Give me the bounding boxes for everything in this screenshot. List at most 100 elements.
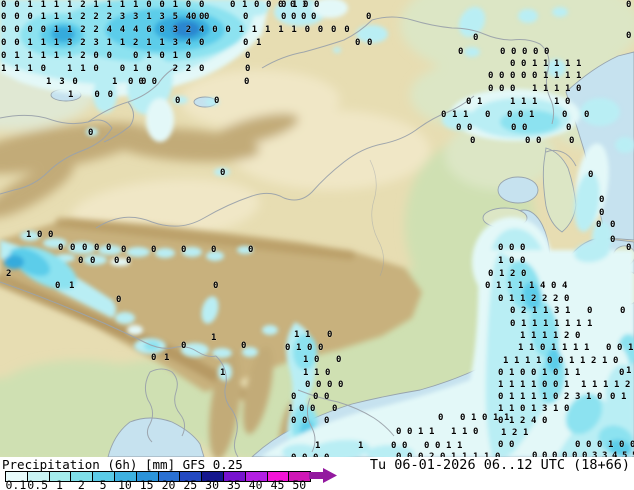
- precip-value: 1: [473, 452, 479, 458]
- precip-value: 0: [243, 38, 249, 48]
- precip-value: 1: [509, 368, 515, 378]
- colorbar-label: 20: [161, 478, 176, 490]
- precip-value: 0: [396, 427, 402, 437]
- precip-value: 1: [40, 38, 47, 48]
- precip-value: 0: [133, 51, 139, 61]
- precip-value: 1: [518, 281, 524, 291]
- precip-value: 1: [315, 441, 321, 451]
- precip-value: 1: [462, 427, 468, 437]
- precip-value: 3: [93, 38, 99, 48]
- precip-value: 1: [503, 356, 509, 366]
- colorbar-label: 45: [270, 478, 285, 490]
- precip-value: 0: [48, 230, 54, 240]
- legend-titlebar: Precipitation (6h) [mm] GFS 0.25 Tu 06-0…: [0, 457, 634, 473]
- precip-value: 4: [612, 451, 618, 458]
- precip-value: 0: [199, 12, 205, 22]
- precip-value: 0: [495, 452, 501, 458]
- precip-value: 1: [1, 64, 7, 74]
- precip-value: 1: [543, 319, 549, 329]
- precip-value: 1: [211, 333, 217, 343]
- precip-value: 0: [536, 136, 542, 146]
- precip-value: 1: [238, 25, 245, 35]
- precip-value: 1: [172, 0, 179, 10]
- precip-value: 1: [529, 281, 535, 291]
- precip-value: 2: [80, 51, 86, 61]
- precip-value: 0: [93, 51, 99, 61]
- precip-value: 1: [564, 380, 570, 390]
- precip-value: 1: [67, 0, 73, 10]
- precip-value: 0: [518, 110, 524, 120]
- bay-of-bengal: [107, 417, 205, 457]
- precip-value: 1: [53, 25, 60, 35]
- precip-value: 0: [418, 452, 424, 458]
- precip-value: 0: [564, 294, 570, 304]
- precip-value: 1: [576, 71, 582, 81]
- precip-value: 8: [159, 25, 165, 35]
- precip-value: 0: [499, 84, 505, 94]
- precip-value: 0: [211, 245, 217, 255]
- precip-value: 0: [141, 77, 147, 87]
- colorbar-label: 5: [99, 478, 107, 490]
- precip-value: 3: [59, 77, 65, 87]
- precip-value: 0: [597, 392, 603, 402]
- precip-value: 0: [488, 71, 494, 81]
- precip-value: 0: [185, 0, 192, 10]
- precip-value: 0: [336, 355, 342, 365]
- precip-value: 5: [172, 12, 179, 22]
- precip-value: 0: [302, 416, 308, 426]
- precip-value: 0: [70, 243, 76, 253]
- precip-value: 0: [93, 64, 99, 74]
- precip-value: 2: [591, 356, 597, 366]
- precip-value: 2: [172, 64, 179, 74]
- yellow-river: [369, 159, 384, 277]
- map-graphic: [0, 0, 634, 457]
- precip-value: 1: [53, 0, 60, 10]
- precip-value: 0: [565, 97, 571, 107]
- precip-value: 0: [1, 0, 7, 10]
- precip-value: 1: [146, 51, 152, 61]
- precip-value: 0: [564, 404, 570, 414]
- precip-value: 0: [55, 281, 61, 291]
- precip-value: 0: [106, 243, 112, 253]
- precip-value: 1: [543, 59, 549, 69]
- precip-value: 1: [471, 413, 477, 423]
- precip-value: 0: [1, 25, 7, 35]
- precip-value: 2: [512, 428, 518, 438]
- precip-value: 1: [520, 294, 526, 304]
- precip-value: 0: [116, 295, 122, 305]
- precip-value: 1: [159, 38, 165, 48]
- precip-value: 0: [458, 47, 464, 57]
- precip-value: 0: [317, 25, 324, 35]
- precip-value: 1: [27, 38, 33, 48]
- precip-value: 1: [520, 331, 526, 341]
- precip-value: 1: [53, 51, 60, 61]
- precip-value: 4: [531, 416, 537, 426]
- precip-value: 0: [291, 416, 297, 426]
- precip-value: 0: [254, 0, 260, 10]
- precip-value: 1: [531, 331, 537, 341]
- precip-value: 0: [290, 0, 296, 10]
- precip-value: 0: [498, 243, 504, 253]
- precip-value: 0: [510, 84, 516, 94]
- precip-value: 0: [507, 110, 513, 120]
- precip-value: 0: [14, 38, 20, 48]
- precip-value: 2: [625, 380, 631, 390]
- precip-value: 0: [596, 220, 602, 230]
- precip-value: 0: [617, 343, 623, 353]
- precip-value: 0: [121, 245, 127, 255]
- precip-value: 1: [133, 64, 139, 74]
- precip-value: 1: [543, 84, 549, 94]
- precip-value: 1: [53, 38, 60, 48]
- precip-value: 4: [119, 25, 126, 35]
- precip-value: 0: [542, 416, 548, 426]
- precip-value: 0: [72, 77, 78, 87]
- precip-value: 2: [80, 12, 86, 22]
- precip-value: 2: [6, 269, 12, 279]
- precip-value: 0: [199, 64, 205, 74]
- precip-value: 0: [324, 416, 330, 426]
- precip-value: 0: [245, 51, 251, 61]
- precip-value: 0: [40, 64, 47, 74]
- precip-value: 0: [243, 12, 249, 22]
- precip-value: 0: [499, 71, 505, 81]
- precip-value: 1: [532, 97, 538, 107]
